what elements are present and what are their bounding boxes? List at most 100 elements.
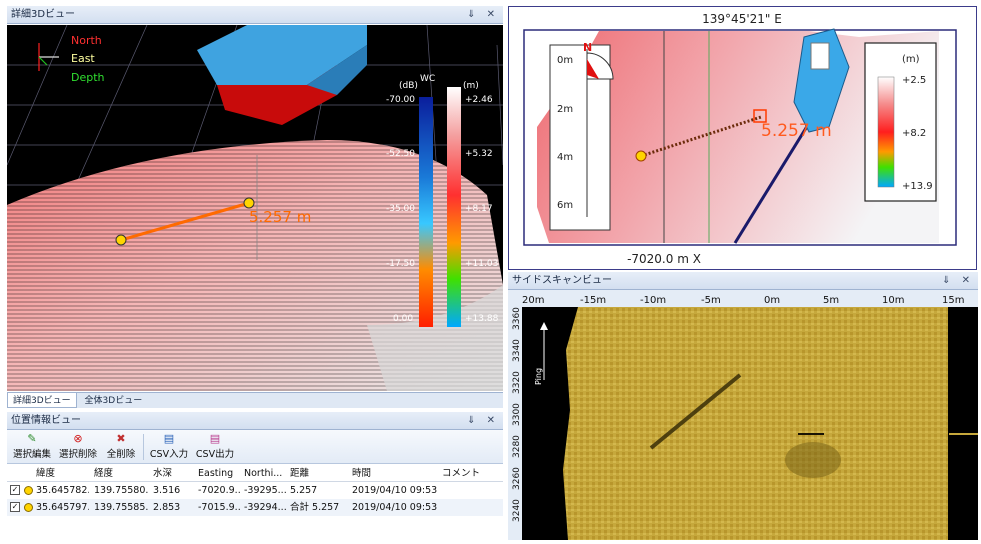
sidescan-x-tick: -10m: [640, 295, 666, 306]
m-tick: +8.17: [465, 204, 493, 214]
detail-3d-view[interactable]: 5.257 m North East Depth (dB) WC (m) -70…: [7, 25, 503, 391]
select-delete-button[interactable]: ⊗ 選択削除: [57, 432, 99, 462]
legend-tick: +8.2: [902, 128, 926, 139]
sidescan-x-tick: 15m: [942, 295, 964, 306]
sidescan-y-tick: 3240: [512, 499, 522, 522]
sidescan-view[interactable]: 20m -15m -10m -5m 0m 5m 10m 15m 3360 334…: [508, 290, 978, 540]
sidescan-title-bar: サイドスキャンビュー ⇓ ✕: [508, 272, 978, 290]
column-header[interactable]: 水深: [153, 468, 173, 479]
sonar-image: [563, 307, 948, 540]
column-header[interactable]: コメント: [442, 468, 481, 479]
panel-controls[interactable]: ⇓ ✕: [942, 275, 974, 286]
map-point-a[interactable]: [635, 150, 647, 162]
column-header[interactable]: 経度: [94, 468, 114, 479]
axis-depth-label: Depth: [71, 71, 105, 84]
cell-depth: 3.516: [153, 485, 181, 496]
db-unit: (dB): [399, 81, 418, 91]
sidescan-y-tick: 3360: [512, 307, 522, 330]
position-table: 緯度 経度 水深 Easting Northi... 距離 時間 コメント ✓ …: [7, 465, 503, 540]
sidescan-y-tick: 3280: [512, 435, 522, 458]
compass-icon: [586, 52, 614, 80]
legend-tick: +13.9: [902, 181, 933, 192]
sidescan-y-tick: 3320: [512, 371, 522, 394]
pencil-icon: ✎: [27, 432, 37, 445]
sidescan-y-tick: 3300: [512, 403, 522, 426]
ship-model: [197, 25, 367, 125]
db-tick: -35.00: [386, 204, 415, 214]
map-measure-line: [640, 115, 762, 158]
view-tabs: 詳細3Dビュー 全体3Dビュー: [7, 392, 503, 408]
csv-export-icon: ▤: [209, 432, 221, 445]
axis-north-label: North: [71, 34, 102, 47]
position-toolbar: ✎ 選択編集 ⊗ 選択削除 ✖ 全削除 ▤ CSV入力 ▤ CSV出力: [7, 430, 503, 464]
table-row[interactable]: ✓ 35.645782... 139.75580... 3.516 -7020.…: [7, 482, 503, 499]
cell-longitude: 139.75580...: [94, 485, 149, 496]
map-point-b[interactable]: [753, 109, 767, 123]
wc-label: WC: [420, 74, 435, 84]
row-checkbox[interactable]: ✓: [10, 502, 20, 512]
row-checkbox[interactable]: ✓: [10, 485, 20, 495]
table-header: 緯度 経度 水深 Easting Northi... 距離 時間 コメント: [7, 465, 503, 482]
sidescan-y-axis: [508, 307, 522, 540]
db-tick: -52.50: [386, 149, 415, 159]
detail3d-title-bar: 詳細3Dビュー ⇓ ✕: [7, 6, 503, 24]
delete-all-icon: ✖: [116, 432, 126, 445]
depth-tick: 2m: [557, 104, 573, 115]
column-header[interactable]: Northi...: [244, 468, 283, 479]
sonar-target-object: [649, 373, 742, 450]
map-legend: [864, 42, 937, 202]
depth-tick: 4m: [557, 152, 573, 163]
table-row[interactable]: ✓ 35.645797... 139.75585... 2.853 -7015.…: [7, 499, 503, 516]
cell-latitude: 35.645782...: [36, 485, 89, 496]
cell-easting: -7020.9...: [198, 485, 240, 496]
sidescan-x-tick: -15m: [580, 295, 606, 306]
delete-all-button[interactable]: ✖ 全削除: [105, 432, 137, 462]
position-title: 位置情報ビュー: [11, 415, 81, 426]
sidescan-scene: 20m -15m -10m -5m 0m 5m 10m 15m 3360 334…: [508, 290, 978, 540]
3d-scene: 5.257 m North East Depth (dB) WC (m) -70…: [7, 25, 503, 391]
column-header[interactable]: 緯度: [36, 468, 56, 479]
position-title-bar: 位置情報ビュー ⇓ ✕: [7, 412, 503, 430]
axis-east-label: East: [71, 52, 95, 65]
select-edit-label: 選択編集: [12, 449, 51, 460]
map-top-coordinate: 139°45'21" E: [702, 12, 782, 26]
csv-import-button[interactable]: ▤ CSV入力: [149, 432, 189, 462]
db-tick: 0.00: [393, 314, 413, 324]
3d-point-b[interactable]: [243, 197, 255, 209]
tab-detail-3d[interactable]: 詳細3Dビュー: [7, 393, 77, 408]
3d-measure-line: [120, 201, 250, 242]
cell-easting: -7015.9...: [198, 502, 240, 513]
column-header[interactable]: 距離: [290, 468, 310, 479]
depth-tick: 0m: [557, 55, 573, 66]
ship-track: [733, 106, 821, 244]
sidescan-x-tick: 5m: [823, 295, 839, 306]
panel-controls[interactable]: ⇓ ✕: [467, 415, 499, 426]
delete-all-label: 全削除: [106, 449, 136, 460]
tab-overall-3d[interactable]: 全体3Dビュー: [84, 396, 143, 406]
cell-distance: 合計 5.257: [290, 502, 340, 513]
map-distance-label: 5.257 m: [761, 121, 832, 141]
3d-point-a[interactable]: [115, 234, 127, 246]
north-label: N: [583, 41, 592, 54]
cell-time: 2019/04/10 09:53:...: [352, 485, 437, 496]
top-map-view[interactable]: 139°45'21" E 5.257 m 0m 2m 4m 6m N (m): [508, 6, 977, 270]
sidescan-y-tick: 3340: [512, 339, 522, 362]
csv-export-label: CSV出力: [195, 449, 235, 460]
csv-export-button[interactable]: ▤ CSV出力: [195, 432, 235, 462]
sidescan-x-tick: -5m: [701, 295, 721, 306]
toolbar-divider: [143, 434, 144, 460]
map-bottom-coordinate: -7020.0 m X: [627, 252, 701, 266]
column-header[interactable]: Easting: [198, 468, 234, 479]
ping-label: Ping: [534, 368, 543, 385]
legend-tick: +2.5: [902, 75, 926, 86]
panel-controls[interactable]: ⇓ ✕: [467, 9, 499, 20]
legend-colorbar: [877, 76, 895, 188]
select-edit-button[interactable]: ✎ 選択編集: [11, 432, 53, 462]
cell-depth: 2.853: [153, 502, 181, 513]
db-tick: -17.50: [386, 259, 415, 269]
m-tick: +5.32: [465, 149, 493, 159]
depth-colorbar: [447, 87, 461, 327]
column-header[interactable]: 時間: [352, 468, 372, 479]
3d-distance-label: 5.257 m: [249, 208, 311, 226]
sidescan-x-tick: 0m: [764, 295, 780, 306]
